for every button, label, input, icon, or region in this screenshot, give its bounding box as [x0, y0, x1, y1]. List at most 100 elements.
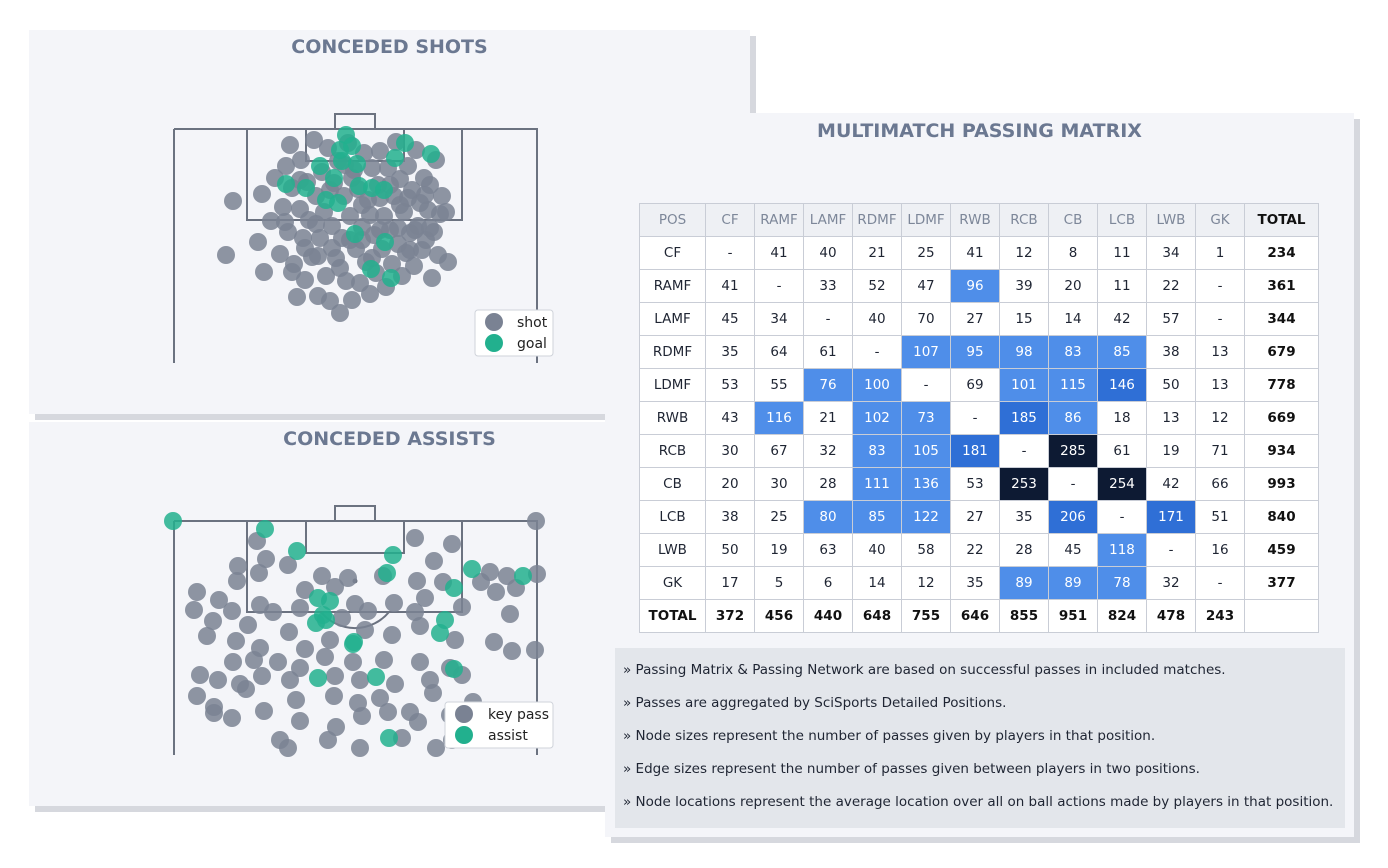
assist-map-assist-point — [380, 729, 398, 747]
conceded-shots-title: CONCEDED SHOTS — [291, 36, 488, 58]
matrix-cell: 30 — [705, 434, 755, 468]
matrix-row: RCB 30 67 32 83 105 181-285 61 19 71 934 — [639, 434, 1319, 468]
row-total-cell: 377 — [1244, 566, 1319, 600]
matrix-cell: 73 — [901, 401, 951, 435]
assist-map-key-pass-point — [209, 671, 227, 689]
totals-row: TOTAL 372 456 440 648 755 646 855 951 824 478 243 — [639, 599, 1319, 633]
matrix-cell: 27 — [950, 500, 1000, 534]
matrix-cell: 25 — [901, 236, 951, 270]
row-total-cell: 459 — [1244, 533, 1319, 567]
shot-map-shot-point — [439, 253, 457, 271]
matrix-cell: 14 — [852, 566, 902, 600]
assist-map-key-pass-point — [406, 529, 424, 547]
assist-map-key-pass-point — [351, 739, 369, 757]
assist-map-key-pass-point — [411, 653, 429, 671]
assist-map-key-pass-point — [408, 572, 426, 590]
matrix-cell: 40 — [852, 302, 902, 336]
assist-map-key-pass-point — [501, 605, 519, 623]
shot-map-goal-point — [346, 225, 364, 243]
matrix-notes: » Passing Matrix & Passing Network are b… — [615, 648, 1345, 828]
matrix-cell: 8 — [1048, 236, 1098, 270]
matrix-cell: 12 — [1195, 401, 1245, 435]
matrix-cell: - — [1048, 467, 1098, 501]
matrix-cell: 61 — [803, 335, 853, 369]
legend-key-pass-marker — [455, 705, 473, 723]
matrix-cell: 64 — [754, 335, 804, 369]
shot-map-goal-point — [362, 260, 380, 278]
shot-map-shot-point — [296, 271, 314, 289]
matrix-cell: 69 — [950, 368, 1000, 402]
matrix-cell: 33 — [803, 269, 853, 303]
matrix-cell: 45 — [705, 302, 755, 336]
matrix-cell: 53 — [950, 467, 1000, 501]
column-total-cell: 755 — [901, 599, 951, 633]
assist-map-key-pass-point — [411, 617, 429, 635]
shot-map-shot-point — [277, 157, 295, 175]
matrix-cell: 83 — [1048, 335, 1098, 369]
matrix-cell: 85 — [1097, 335, 1147, 369]
assist-map-key-pass-point — [344, 653, 362, 671]
matrix-cell: 118 — [1097, 533, 1147, 567]
assist-map-key-pass-point — [453, 598, 471, 616]
assist-map-key-pass-point — [227, 632, 245, 650]
row-total-cell: 679 — [1244, 335, 1319, 369]
matrix-cell: 57 — [1146, 302, 1196, 336]
matrix-cell: 20 — [705, 467, 755, 501]
assist-map-assist-point — [514, 567, 532, 585]
assist-map-key-pass-point — [205, 704, 223, 722]
matrix-cell: 34 — [1146, 236, 1196, 270]
note-line: » Edge sizes represent the number of pas… — [623, 761, 1200, 777]
matrix-cell: 34 — [754, 302, 804, 336]
shot-map-shot-point — [437, 203, 455, 221]
shot-map-goal-point — [311, 157, 329, 175]
matrix-cell: 50 — [1146, 368, 1196, 402]
matrix-cell: - — [999, 434, 1049, 468]
matrix-cell: 206 — [1048, 500, 1098, 534]
assist-map-key-pass-point — [351, 671, 369, 689]
matrix-cell: 11 — [1097, 236, 1147, 270]
shot-map-goal-point — [297, 179, 315, 197]
matrix-cell: 89 — [1048, 566, 1098, 600]
matrix-cell: 28 — [999, 533, 1049, 567]
shot-map-shot-point — [389, 219, 407, 237]
shot-map-shot-point — [401, 241, 419, 259]
assist-map-key-pass-point — [223, 602, 241, 620]
matrix-cell: 22 — [1146, 269, 1196, 303]
assist-map-assist-point — [378, 564, 396, 582]
matrix-row: RDMF 35 64 61-107 95 98 83 85 38 13 679 — [639, 335, 1319, 369]
shot-map-shot-point — [288, 288, 306, 306]
shot-map-shot-point — [271, 245, 289, 263]
matrix-cell: 70 — [901, 302, 951, 336]
legend-assist-marker — [455, 726, 473, 744]
matrix-cell: 6 — [803, 566, 853, 600]
assist-map-key-pass-point — [210, 591, 228, 609]
shot-map-shot-point — [276, 213, 294, 231]
matrix-cell: 115 — [1048, 368, 1098, 402]
matrix-cell: - — [950, 401, 1000, 435]
column-total-cell: 440 — [803, 599, 853, 633]
matrix-cell: 63 — [803, 533, 853, 567]
column-header-rwb: RWB — [950, 203, 1000, 237]
shot-map-shot-point — [399, 189, 417, 207]
matrix-cell: 96 — [950, 269, 1000, 303]
shot-map-shot-point — [361, 285, 379, 303]
row-total-cell: 993 — [1244, 467, 1319, 501]
assist-map-assist-point — [445, 579, 463, 597]
matrix-cell: 107 — [901, 335, 951, 369]
matrix-cell: 12 — [901, 566, 951, 600]
assist-map-key-pass-point — [255, 702, 273, 720]
column-header-cb: CB — [1048, 203, 1098, 237]
passing-matrix-table: POS CF RAMF LAMF RDMF LDMF RWB RCB CB LCB LWB GK TOT… — [639, 203, 1319, 633]
matrix-cell: 16 — [1195, 533, 1245, 567]
shot-map-shot-point — [296, 239, 314, 257]
matrix-cell: 89 — [999, 566, 1049, 600]
shot-map-shot-point — [323, 239, 341, 257]
column-header-ramf: RAMF — [754, 203, 804, 237]
legend-shot-marker — [485, 313, 503, 331]
matrix-cell: 253 — [999, 467, 1049, 501]
assist-map-key-pass-point — [443, 535, 461, 553]
shot-map-shot-point — [224, 192, 242, 210]
shot-map-shot-point — [399, 157, 417, 175]
column-header-ldmf: LDMF — [901, 203, 951, 237]
assist-map-key-pass-point — [291, 712, 309, 730]
